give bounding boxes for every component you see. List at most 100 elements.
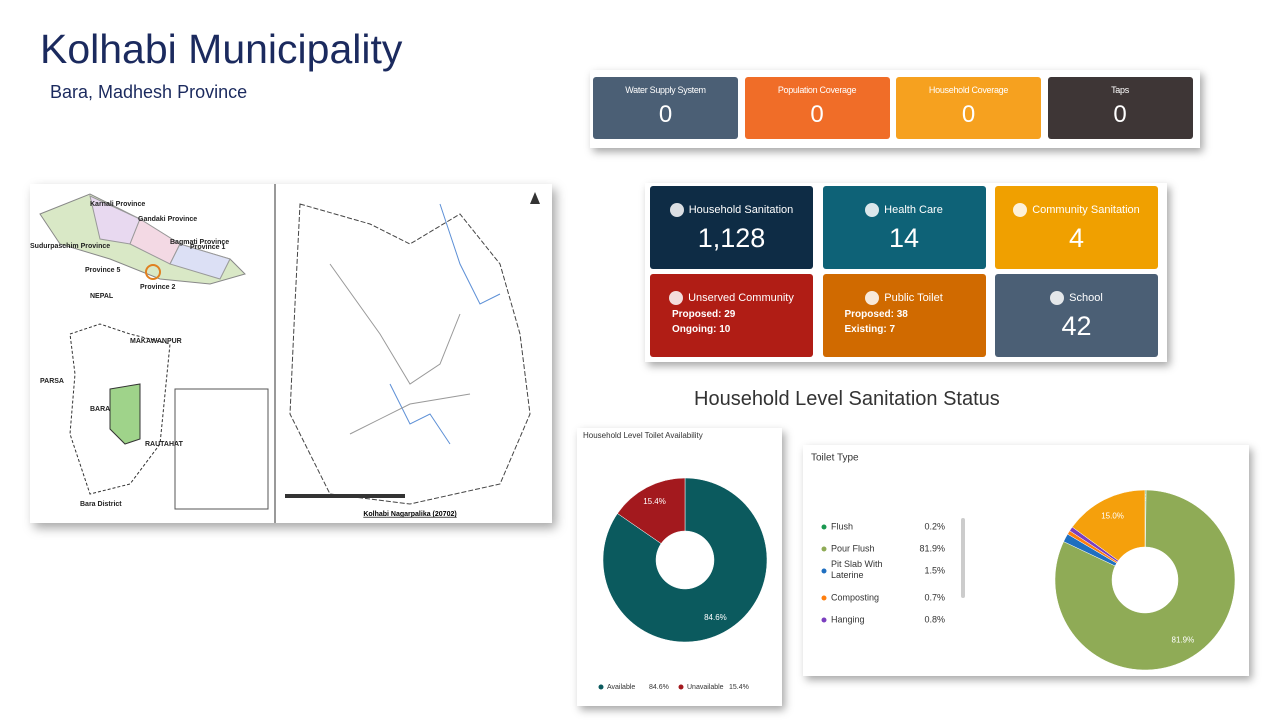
sub-label: Proposed: — [672, 309, 722, 320]
municipality — [109, 383, 141, 445]
data-label: 81.9% — [1172, 636, 1195, 645]
legend-value: 15.4% — [729, 684, 749, 691]
top-cards: Water Supply System 0 Population Coverage 0… — [590, 70, 1200, 148]
legend-dot — [821, 617, 827, 623]
title: Kolhabi Municipality — [40, 26, 403, 72]
card-label-row: Unserved Community — [650, 291, 813, 305]
map-label: NEPAL — [90, 293, 114, 300]
sanitation-card: School 42 — [995, 274, 1158, 357]
sub-value: 38 — [896, 309, 908, 320]
card-sub: Proposed: 29 — [650, 309, 813, 320]
map-label: BARA — [90, 406, 110, 413]
data-label: 84.6% — [704, 613, 727, 622]
scale-bar — [285, 494, 405, 498]
map-label: Province 1 — [190, 244, 226, 251]
availability-chart: Household Level Toilet Availability 84.6… — [583, 431, 768, 691]
stat-value: 0 — [1113, 101, 1127, 128]
icon — [1013, 203, 1028, 217]
map-label: Bara District — [80, 501, 122, 508]
legend-dot — [821, 546, 827, 552]
sanitation-card: Public Toilet Proposed: 38 Existing: 7 — [822, 274, 986, 357]
card-label-row: Household Sanitation — [650, 203, 813, 217]
boundary — [289, 203, 531, 505]
card-sub: Existing: 7 — [823, 324, 986, 335]
card-label: Public Toilet — [884, 291, 943, 304]
stat-value: 0 — [810, 101, 824, 128]
toilet-chart: Toilet Type 0.2% 81.9% 15.0% Flush 0.2% Pour … — [811, 453, 1236, 671]
card-label: Unserved Community — [688, 291, 794, 304]
card-value: 1,128 — [697, 223, 766, 253]
legend-value: 84.6% — [649, 684, 669, 691]
scrollbar — [961, 518, 965, 598]
stat-label: Household Coverage — [928, 85, 1009, 95]
stat-card: Population Coverage 0 — [744, 77, 890, 139]
section-title: Household Level Sanitation Status — [694, 388, 1000, 410]
icon — [1050, 291, 1065, 305]
legend-value: 0.8% — [924, 614, 945, 624]
card-value: 42 — [1061, 311, 1092, 341]
sub-label: Proposed: — [844, 309, 894, 320]
legend-label: Pit Slab With Laterine — [831, 559, 883, 580]
sub-value: 10 — [719, 324, 731, 335]
legend-dot — [821, 524, 827, 530]
legend-value: 0.7% — [924, 592, 945, 602]
card-label-row: Health Care — [823, 203, 986, 217]
province — [169, 243, 231, 280]
legend-label: Hanging — [831, 614, 865, 624]
card-label-row: Community Sanitation — [995, 203, 1158, 217]
stat-label: Population Coverage — [777, 85, 857, 95]
legend-value: 0.2% — [924, 521, 945, 531]
map-label: MAKAWANPUR — [130, 338, 182, 345]
data-label: 15.0% — [1101, 511, 1124, 520]
stat-card: Water Supply System 0 — [593, 77, 738, 139]
map-label: Karnali Province — [90, 201, 145, 208]
sub-value: 29 — [724, 309, 736, 320]
map-label: Province 5 — [85, 267, 121, 274]
card-label: Community Sanitation — [1032, 203, 1140, 216]
legend-dot — [821, 568, 827, 574]
card-label: School — [1069, 291, 1103, 304]
north-arrow — [530, 192, 540, 204]
icon — [865, 291, 880, 305]
legend-label: Composting — [831, 592, 879, 602]
map-label: PARSA — [40, 378, 64, 385]
map: NEPAL Bara District MAKAWANPUR PARSA BARA RAU… — [30, 184, 552, 523]
road — [329, 263, 471, 435]
map-caption: Kolhabi Nagarpalika (20702) — [363, 511, 456, 518]
card-label-row: Public Toilet — [823, 291, 986, 305]
data-label: 0.2% — [1136, 494, 1154, 503]
map-label: RAUTAHAT — [145, 441, 184, 448]
card-sub: Proposed: 38 — [823, 309, 986, 320]
code-table — [174, 388, 269, 510]
chart-title: Toilet Type — [811, 453, 859, 464]
stat-label: Taps — [1111, 85, 1129, 95]
slice — [1071, 489, 1146, 561]
legend-dot — [821, 595, 827, 601]
highlight — [145, 264, 161, 280]
legend-dot — [678, 684, 684, 690]
icon — [865, 203, 880, 217]
availability-panel: Household Level Toilet Availability 84.6… — [577, 428, 782, 706]
slice — [1054, 489, 1236, 671]
slice — [617, 477, 686, 544]
map-label: Province 2 — [140, 284, 176, 291]
stat-card: Taps 0 — [1047, 77, 1193, 139]
legend-label: Unavailable — [687, 684, 724, 691]
card-label-row: School — [995, 291, 1158, 305]
legend-value: 1.5% — [924, 565, 945, 575]
card-sub: Ongoing: 10 — [650, 324, 813, 335]
toilet-panel: Toilet Type 0.2% 81.9% 15.0% Flush 0.2% Pour … — [803, 445, 1249, 676]
stat-label: Water Supply System — [625, 85, 706, 95]
icon — [669, 291, 684, 305]
card-value: 4 — [1068, 223, 1085, 253]
card-value: 14 — [888, 223, 920, 253]
map-label: Sudurpaschim Province — [30, 243, 110, 250]
subtitle: Bara, Madhesh Province — [50, 82, 248, 102]
card-label: Health Care — [884, 203, 943, 216]
legend-line: Laterine — [831, 570, 864, 580]
map-label: Gandaki Province — [138, 216, 197, 223]
stat-card: Household Coverage 0 — [896, 77, 1041, 139]
data-label: 15.4% — [643, 497, 666, 506]
slice — [602, 477, 768, 643]
